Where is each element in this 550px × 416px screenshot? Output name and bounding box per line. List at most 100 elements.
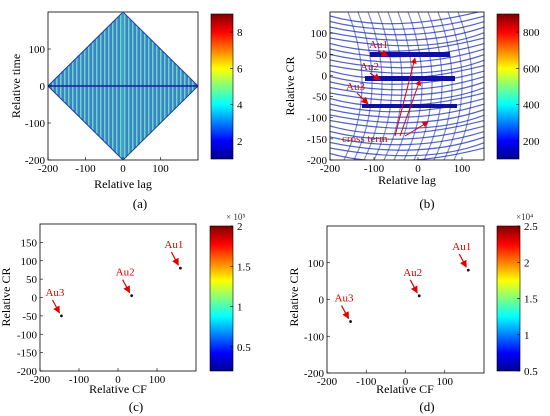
panel-d-colorbar [496,225,521,372]
panel-b-trace [330,75,484,91]
panel-b: -200 -100 0 100 100 50 0 -50 -100 -150 -200 Relat… [283,11,540,211]
panel-a-colorbar-tick-label: 8 [237,27,243,39]
panel-d-label-au3: Au3 [335,293,354,305]
panel-b-arrow-au3 [356,92,369,105]
panel-b-trace [403,12,423,160]
panel-a-colorbar [210,13,234,160]
panel-c-xtick-label: 0 [115,374,121,386]
panel-c-point-au1 [179,266,182,270]
panel-b-trace [343,12,363,160]
panel-a-xtick-label: -200 [38,163,59,175]
panel-b-trace [393,12,413,160]
panel-b-annotation-cross-term: cross term [342,133,388,145]
panel-d-frame [326,225,485,374]
panel-a-ytick-label: -200 [25,155,46,167]
panel-d-point-au1 [466,268,470,272]
panel-c-label-au1: Au1 [164,239,183,251]
panel-c-ytick-label: -50 [22,311,37,323]
panel-b-colorbar-tick-label: 600 [523,63,540,75]
panel-c-label-au2: Au2 [116,267,135,279]
panel-c-colorbar-tick-label: 0.5 [237,342,251,354]
panel-c-ylabel: Relative CR [0,268,13,327]
panel-a-colorbar-tick-label: 4 [237,100,243,112]
panel-d-colorbar-tick-label: 1 [524,330,530,342]
panel-d-xtick-label: 100 [437,376,454,388]
panel-b-trace [330,109,484,124]
panel-d-colorbar-exponent: ×10⁴ [516,212,533,222]
panel-c-ytick-label: 0 [32,293,38,305]
panel-b-colorbar-tick-label: 400 [523,100,540,112]
panel-c-label-au3: Au3 [45,287,64,299]
panel-b-trace [330,70,484,85]
panel-b-frame [329,11,485,161]
panel-b-trace [330,12,481,25]
panel-b-ylabel: Relative CR [283,57,297,116]
panel-c: -200 -100 0 100 150 100 50 0 -50 -100 -150 -200 Au… [0,212,251,414]
panel-b-trace [433,12,453,160]
panel-c-ytick-label: 50 [26,274,38,286]
panel-d-xtick-label: -200 [317,376,338,388]
panel-d-label: (d) [419,399,434,414]
panel-c-colorbar [209,225,234,372]
panel-d-arrow-au1 [458,253,467,268]
panel-c-ytick-label: 100 [21,256,38,268]
panel-b-colorbar-tick-label: 800 [523,27,540,39]
panel-d-point-au3 [349,320,352,323]
panel-b-trace [330,32,484,47]
panel-d-ytick-label: -100 [304,331,325,343]
panel-c-point-au3 [60,314,63,318]
panel-a-ytick-label: 100 [29,44,46,56]
panel-d-colorbar-tick-label: 0.5 [524,366,538,378]
panel-c-xtick-label: -100 [69,374,90,386]
panel-b-trace [423,12,443,160]
panel-b-xlabel: Relative lag [378,173,436,187]
panel-b-trace [353,12,373,160]
panel-b-trace [330,37,484,52]
panel-b-ytick-label: 50 [316,49,328,61]
panel-c-colorbar-tick-label: 1 [237,302,243,314]
panel-d-colorbar-tick-label: 2 [524,257,530,269]
panel-c-xtick-label: 100 [149,374,166,386]
panel-a-colorbar-tick-label: 2 [237,136,243,148]
panel-d-xlabel: Relative CF [376,382,434,396]
panel-b-trace [330,15,484,30]
panel-b-annotation-au3: Au3 [346,81,365,93]
panel-b-ytick-label: 100 [311,28,328,40]
panel-b-trace [330,125,484,140]
panel-d-point-au2 [417,294,421,298]
panel-a-label: (a) [133,196,147,211]
panel-d-label-au2: Au2 [403,267,422,279]
panel-d-label-au1: Au1 [452,241,471,253]
panel-b-ytick-label: -150 [307,134,328,146]
panel-b-trace [330,142,484,157]
panel-a-ytick-label: 0 [40,81,46,93]
panel-d-ytick-label: 0 [319,295,325,307]
panel-b-trace [330,20,484,36]
panel-c-ytick-label: -200 [17,366,38,378]
panel-b-band-au3 [362,104,457,108]
panel-c-ytick-label: -100 [17,329,38,341]
panel-b-ytick-label: -100 [307,113,328,125]
panel-c-arrow-au3 [51,299,60,314]
panel-d-ylabel: Relative CR [287,268,301,327]
panel-b-xtick-label: -200 [320,163,341,175]
panel-c-xtick-label: -200 [30,374,51,386]
panel-a-ylabel: Relative time [9,54,23,118]
panel-a-xtick-label: -100 [75,163,96,175]
panel-b-trace [330,81,484,96]
panel-b-annotation-au2: Au2 [360,61,379,73]
panel-b-trace [330,97,484,113]
panel-b-trace [363,12,383,160]
panel-a-xtick-label: 0 [120,163,126,175]
panel-a-xtick-label: 100 [152,163,169,175]
panel-b-xtick-label: -100 [364,163,385,175]
panel-b-trace [373,12,393,160]
panel-d-ytick-label: 100 [308,258,325,270]
panel-d: -200 -100 0 100 100 0 -100 -200 Au1 Au2 Au3 Rela… [287,212,538,414]
panel-b-trace [413,12,433,160]
panel-a-ytick-label: -100 [25,118,46,130]
panel-b-xtick-label: 100 [454,163,471,175]
panel-c-colorbar-tick-label: 1.5 [237,261,251,273]
panel-c-colorbar-exponent: × 10⁵ [226,212,245,222]
panel-b-colorbar [496,13,520,160]
